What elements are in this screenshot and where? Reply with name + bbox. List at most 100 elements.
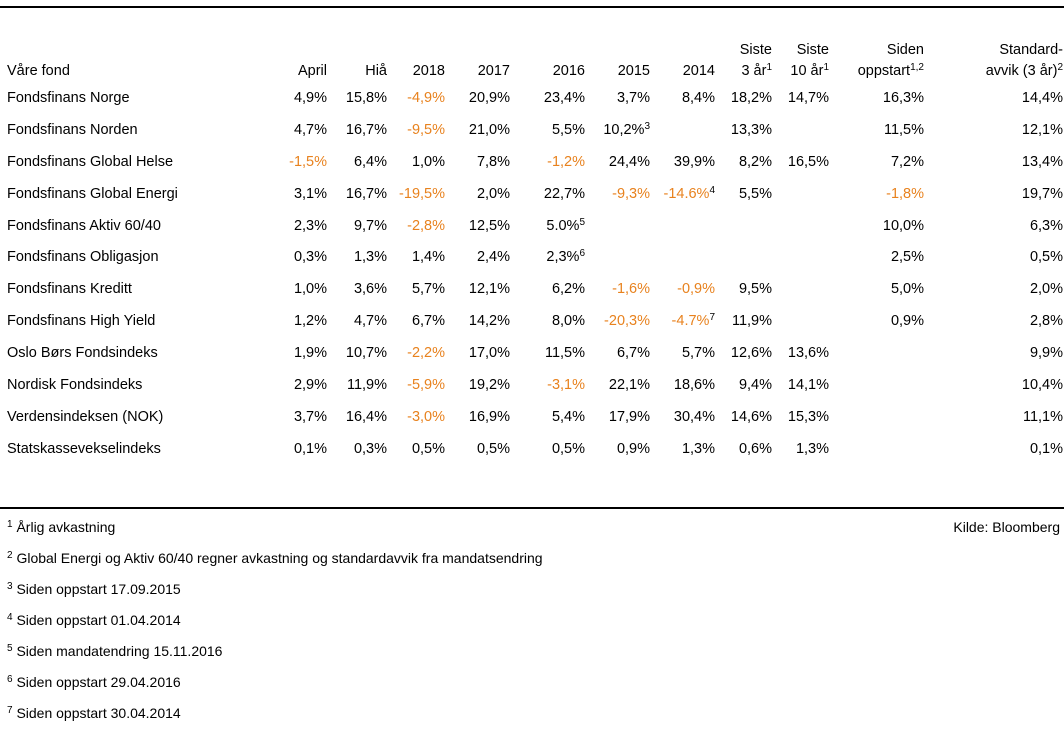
column-header: Standard-avvik (3 år)2 bbox=[985, 42, 1063, 79]
fund-name: Fondsfinans High Yield bbox=[7, 313, 156, 330]
value-cell: 13,6% bbox=[787, 345, 829, 362]
value-cell: 3,7% bbox=[616, 89, 650, 106]
value-cell: 19,7% bbox=[1021, 185, 1063, 202]
column-header: April bbox=[297, 63, 327, 79]
column-header: Hiå bbox=[365, 63, 387, 79]
value-cell: 0,3% bbox=[353, 440, 387, 457]
value-cell: -20,3% bbox=[604, 313, 650, 330]
value-cell: 17,9% bbox=[608, 408, 650, 425]
footnotes: 1 Årlig avkastning 2 Global Energi og Akt… bbox=[7, 516, 1064, 733]
column-header: Siste 3 år1 bbox=[739, 42, 772, 79]
value-cell: 16,9% bbox=[468, 408, 510, 425]
table-row: Fondsfinans Obligasjon 0,3% 1,3% 1,4% 2,4% 2,… bbox=[0, 241, 1064, 273]
value-cell: 1,0% bbox=[411, 153, 445, 170]
value-cell: -3,1% bbox=[547, 376, 585, 393]
value-cell: -9,5% bbox=[407, 121, 445, 138]
value-cell: 1,9% bbox=[293, 345, 327, 362]
value-cell: 2,0% bbox=[476, 185, 510, 202]
table-row: Nordisk Fondsindeks 2,9% 11,9% -5,9% 19,2% -3… bbox=[0, 369, 1064, 401]
value-cell: 13,3% bbox=[730, 121, 772, 138]
value-cell: 10,7% bbox=[345, 345, 387, 362]
value-cell: 17,0% bbox=[468, 345, 510, 362]
value-cell bbox=[830, 401, 925, 433]
value-cell: 6,4% bbox=[353, 153, 387, 170]
value-cell: 3,7% bbox=[293, 408, 327, 425]
value-cell: 30,4% bbox=[673, 408, 715, 425]
value-cell: 11,5% bbox=[544, 345, 585, 362]
bottom-rule bbox=[0, 507, 1064, 509]
value-cell: -1,5% bbox=[289, 153, 327, 170]
value-cell: 8,4% bbox=[681, 89, 715, 106]
value-cell: 6,2% bbox=[551, 281, 585, 298]
value-cell: 7,8% bbox=[476, 153, 510, 170]
value-cell: 10,0% bbox=[882, 217, 924, 234]
value-cell: 12,1% bbox=[1021, 121, 1063, 138]
value-cell: 14,2% bbox=[468, 313, 510, 330]
value-cell: 12,1% bbox=[468, 281, 510, 298]
value-cell: 8,2% bbox=[738, 153, 772, 170]
value-cell: 19,2% bbox=[468, 376, 510, 393]
value-cell: 2,0% bbox=[1029, 281, 1063, 298]
value-cell: 5,5% bbox=[551, 121, 585, 138]
value-cell: 22,1% bbox=[608, 376, 650, 393]
value-cell: 20,9% bbox=[468, 89, 510, 106]
value-cell: -3,0% bbox=[407, 408, 445, 425]
value-cell bbox=[651, 210, 716, 242]
column-header: 2014 bbox=[682, 63, 715, 79]
value-cell: 14,7% bbox=[787, 89, 829, 106]
table-row: Oslo Børs Fondsindeks 1,9% 10,7% -2,2% 17,0%… bbox=[0, 337, 1064, 369]
value-cell: 5,4% bbox=[551, 408, 585, 425]
value-cell: 5.0%5 bbox=[546, 216, 585, 234]
value-cell bbox=[651, 114, 716, 146]
value-cell: 3,1% bbox=[293, 185, 327, 202]
value-cell bbox=[830, 369, 925, 401]
value-cell: 0,5% bbox=[476, 440, 510, 457]
column-header: Siste 10 år1 bbox=[790, 42, 829, 79]
value-cell: 16,7% bbox=[345, 185, 387, 202]
value-cell: -1,6% bbox=[612, 281, 650, 298]
fund-name: Fondsfinans Global Energi bbox=[7, 185, 178, 202]
fund-name: Fondsfinans Kreditt bbox=[7, 281, 132, 298]
value-cell: 0,1% bbox=[293, 440, 327, 457]
value-cell: 0,5% bbox=[551, 440, 585, 457]
table-row: Fondsfinans Norge 4,9% 15,8% -4,9% 20,9% 23,4… bbox=[0, 82, 1064, 114]
footnote: 5 Siden mandatendring 15.11.2016 bbox=[7, 643, 223, 659]
value-cell: 1,3% bbox=[353, 249, 387, 266]
fund-name: Fondsfinans Norge bbox=[7, 89, 130, 106]
value-cell: 0,9% bbox=[616, 440, 650, 457]
fund-name: Verdensindeksen (NOK) bbox=[7, 408, 164, 425]
value-cell: 2,9% bbox=[293, 376, 327, 393]
footnote: 6 Siden oppstart 29.04.2016 bbox=[7, 674, 181, 690]
table-row: Fondsfinans Kreditt 1,0% 3,6% 5,7% 12,1% 6,2%… bbox=[0, 273, 1064, 305]
value-cell: 39,9% bbox=[673, 153, 715, 170]
value-cell: 5,0% bbox=[890, 281, 924, 298]
value-cell: 9,9% bbox=[1029, 345, 1063, 362]
value-cell: -19,5% bbox=[399, 185, 445, 202]
value-cell: -4,9% bbox=[407, 89, 445, 106]
table-row: Verdensindeksen (NOK) 3,7% 16,4% -3,0% 16,9%… bbox=[0, 401, 1064, 433]
table-row: Fondsfinans Norden 4,7% 16,7% -9,5% 21,0% 5,5… bbox=[0, 114, 1064, 146]
value-cell: 0,9% bbox=[890, 313, 924, 330]
value-cell: 7,2% bbox=[890, 153, 924, 170]
value-cell: -4.7%7 bbox=[671, 312, 715, 330]
value-cell: 4,9% bbox=[293, 89, 327, 106]
value-cell: 2,3%6 bbox=[546, 248, 585, 266]
value-cell: 21,0% bbox=[468, 121, 510, 138]
fund-name: Fondsfinans Obligasjon bbox=[7, 249, 159, 266]
top-rule bbox=[0, 6, 1064, 8]
value-cell bbox=[773, 178, 830, 210]
value-cell bbox=[586, 210, 651, 242]
value-cell: -2,2% bbox=[407, 345, 445, 362]
value-cell: 11,9% bbox=[346, 376, 387, 393]
value-cell: 12,6% bbox=[730, 345, 772, 362]
value-cell: 3,6% bbox=[353, 281, 387, 298]
value-cell: 2,3% bbox=[293, 217, 327, 234]
value-cell: 16,3% bbox=[882, 89, 924, 106]
value-cell: 8,0% bbox=[551, 313, 585, 330]
footnote: 4 Siden oppstart 01.04.2014 bbox=[7, 612, 181, 628]
value-cell: 14,1% bbox=[787, 376, 829, 393]
value-cell: 16,7% bbox=[345, 121, 387, 138]
header-row: Våre fond April Hiå 2018 2017 2016 2015 2014 Sis… bbox=[0, 32, 1064, 82]
value-cell: 24,4% bbox=[608, 153, 650, 170]
value-cell: 11,9% bbox=[731, 313, 772, 330]
